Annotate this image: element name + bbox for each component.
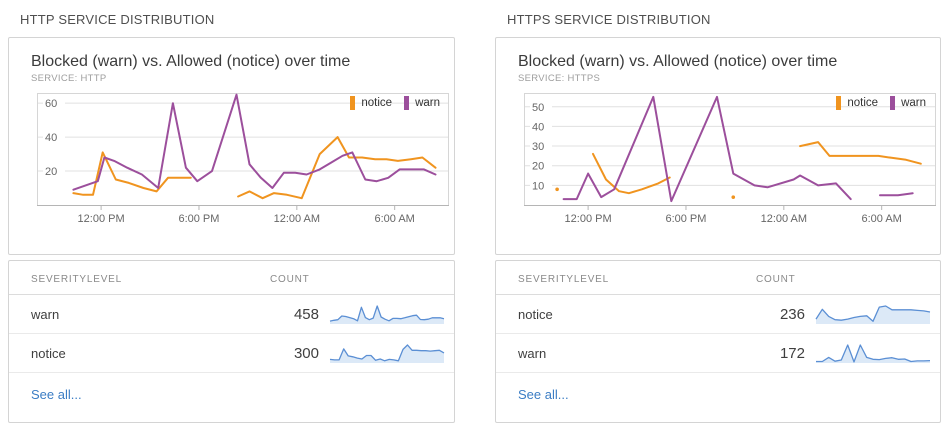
table-row[interactable]: warn 458 — [9, 295, 454, 334]
svg-text:10: 10 — [532, 180, 544, 192]
warn-legend-label[interactable]: warn — [901, 97, 926, 109]
warn-legend-swatch-icon — [890, 96, 896, 110]
count-sparkline — [329, 344, 445, 363]
severity-column-header[interactable]: SEVERITYLEVEL — [31, 274, 122, 285]
chart-subtitle: SERVICE: HTTPS — [518, 73, 601, 84]
table-header-row: SEVERITYLEVEL COUNT — [9, 261, 454, 295]
svg-text:12:00 AM: 12:00 AM — [274, 213, 320, 225]
http-severity-table-card: SEVERITYLEVEL COUNT warn 458 notice 300 See… — [8, 260, 455, 423]
warn-legend-label[interactable]: warn — [415, 97, 440, 109]
severity-column-header[interactable]: SEVERITYLEVEL — [518, 274, 609, 285]
svg-text:6:00 PM: 6:00 PM — [665, 213, 706, 225]
notice-legend-label[interactable]: notice — [847, 97, 879, 109]
svg-text:6:00 AM: 6:00 AM — [861, 213, 901, 225]
svg-text:6:00 PM: 6:00 PM — [178, 213, 219, 225]
chart-legend: notice warn — [836, 96, 926, 110]
https-timeseries-chart[interactable]: 10 20 30 40 50 12:00 PM 6:00 PM 12:00 AM 6:00 AM — [524, 93, 936, 225]
chart-legend: notice warn — [350, 96, 440, 110]
https-section-title: HTTPS SERVICE DISTRIBUTION — [507, 12, 711, 27]
table-header-row: SEVERITYLEVEL COUNT — [496, 261, 940, 295]
severity-table-body: warn 458 notice 300 — [9, 295, 454, 373]
svg-text:30: 30 — [532, 141, 544, 153]
table-row[interactable]: warn 172 — [496, 334, 940, 373]
count-sparkline — [816, 344, 931, 363]
chart-title: Blocked (warn) vs. Allowed (notice) over… — [518, 53, 838, 70]
severity-cell: notice — [31, 345, 66, 361]
svg-text:12:00 PM: 12:00 PM — [78, 213, 125, 225]
severity-table-body: notice 236 warn 172 — [496, 295, 940, 373]
notice-legend-swatch-icon — [350, 96, 356, 110]
count-cell: 236 — [779, 305, 805, 323]
count-column-header[interactable]: COUNT — [756, 274, 796, 285]
table-row[interactable]: notice 300 — [9, 334, 454, 373]
see-all-link[interactable]: See all... — [518, 387, 569, 402]
severity-cell: warn — [518, 345, 547, 361]
notice-legend-label[interactable]: notice — [361, 97, 393, 109]
svg-text:20: 20 — [45, 166, 57, 178]
notice-legend-swatch-icon — [836, 96, 842, 110]
svg-text:12:00 AM: 12:00 AM — [761, 213, 807, 225]
see-all-link[interactable]: See all... — [31, 387, 82, 402]
svg-text:40: 40 — [532, 121, 544, 133]
count-column-header[interactable]: COUNT — [270, 274, 310, 285]
https-chart-card: Blocked (warn) vs. Allowed (notice) over… — [495, 37, 941, 255]
count-sparkline — [815, 305, 931, 324]
svg-text:6:00 AM: 6:00 AM — [374, 213, 414, 225]
warn-legend-swatch-icon — [404, 96, 410, 110]
svg-text:12:00 PM: 12:00 PM — [565, 213, 612, 225]
count-cell: 300 — [293, 344, 319, 362]
svg-text:50: 50 — [532, 102, 544, 114]
http-section-title: HTTP SERVICE DISTRIBUTION — [20, 12, 215, 27]
svg-text:40: 40 — [45, 132, 57, 144]
count-cell: 458 — [293, 305, 319, 323]
https-severity-table-card: SEVERITYLEVEL COUNT notice 236 warn 172 See… — [495, 260, 941, 423]
count-sparkline — [329, 305, 445, 324]
chart-title: Blocked (warn) vs. Allowed (notice) over… — [31, 53, 351, 70]
http-panel: HTTP SERVICE DISTRIBUTION Blocked (warn)… — [8, 0, 455, 423]
chart-subtitle: SERVICE: HTTP — [31, 73, 107, 84]
table-row[interactable]: notice 236 — [496, 295, 940, 334]
count-cell: 172 — [779, 344, 805, 362]
https-panel: HTTPS SERVICE DISTRIBUTION Blocked (warn… — [495, 0, 941, 423]
severity-cell: notice — [518, 306, 553, 322]
svg-text:60: 60 — [45, 98, 57, 110]
svg-text:20: 20 — [532, 161, 544, 173]
http-timeseries-chart[interactable]: 20 40 60 12:00 PM 6:00 PM 12:00 AM 6:00 AM — [37, 93, 449, 225]
severity-cell: warn — [31, 306, 60, 322]
http-chart-card: Blocked (warn) vs. Allowed (notice) over… — [8, 37, 455, 255]
